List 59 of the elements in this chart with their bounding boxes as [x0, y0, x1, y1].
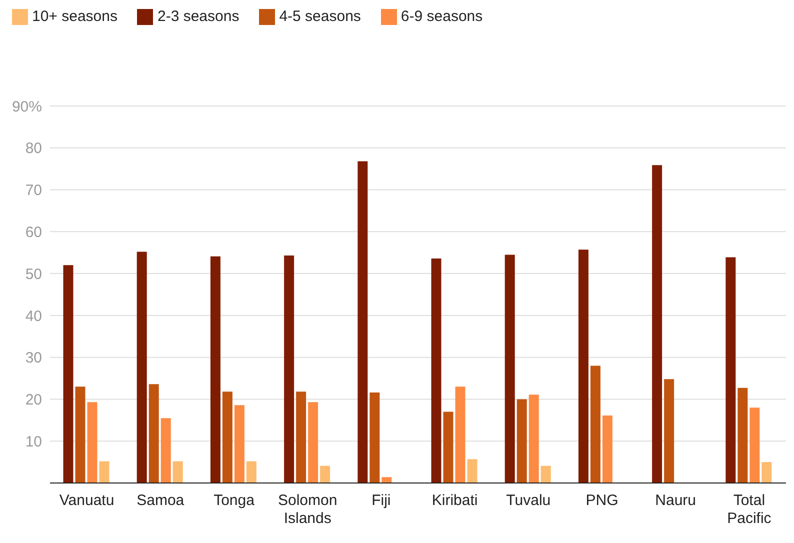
y-tick-label: 10 — [25, 433, 42, 450]
x-tick-label: Vanuatu — [59, 492, 114, 509]
bar — [284, 256, 294, 483]
x-tick-label: Fiji — [372, 492, 391, 509]
bar — [63, 265, 74, 483]
x-tick-label: Kiribati — [432, 492, 478, 509]
y-tick-label: 40 — [25, 308, 42, 325]
bar — [467, 459, 478, 483]
bar — [750, 408, 760, 483]
bar — [172, 461, 183, 483]
bar — [87, 402, 98, 483]
bar — [528, 394, 539, 483]
x-tick-label: Solomon Islands — [278, 492, 338, 527]
legend-label: 6-9 seasons — [400, 8, 483, 25]
legend-label: 2-3 seasons — [157, 8, 240, 25]
bar — [75, 386, 86, 483]
bar — [99, 461, 110, 483]
bar — [234, 405, 244, 483]
bar — [738, 388, 748, 483]
bar — [370, 392, 380, 483]
bar — [590, 366, 600, 483]
bar — [664, 379, 674, 483]
bar — [222, 392, 232, 483]
bar — [320, 466, 330, 483]
legend-label: 10+ seasons — [32, 8, 118, 25]
bar — [762, 462, 772, 483]
bar — [443, 412, 454, 483]
x-tick-label: Tonga — [214, 492, 256, 509]
bar — [540, 466, 551, 483]
y-tick-label: 30 — [25, 350, 42, 367]
y-tick-label: 80 — [25, 140, 42, 158]
bar — [246, 461, 256, 483]
x-tick-label: Tuvalu — [506, 492, 551, 509]
bar — [210, 256, 220, 483]
x-tick-label: PNG — [586, 492, 618, 509]
bar — [136, 252, 147, 483]
x-tick-label: Total Pacific — [727, 492, 772, 527]
bar — [382, 477, 392, 483]
bar — [455, 386, 466, 483]
x-tick-label: Nauru — [655, 492, 696, 509]
x-tick-label: Samoa — [136, 492, 185, 509]
bar — [726, 257, 736, 483]
bar — [148, 384, 159, 483]
bar — [516, 399, 527, 483]
y-tick-label: 60 — [25, 224, 42, 241]
bar — [578, 250, 588, 483]
bar — [296, 392, 306, 483]
y-tick-label: 90% — [12, 98, 42, 116]
bar — [652, 165, 662, 483]
y-tick-label: 20 — [25, 392, 42, 409]
bar — [602, 416, 612, 483]
y-tick-label: 70 — [25, 182, 42, 200]
bar — [431, 258, 442, 483]
y-tick-label: 50 — [25, 266, 42, 283]
bar — [358, 161, 368, 483]
bar — [504, 254, 515, 483]
bar — [308, 402, 318, 483]
legend-label: 4-5 seasons — [279, 8, 361, 25]
bar — [160, 418, 171, 483]
